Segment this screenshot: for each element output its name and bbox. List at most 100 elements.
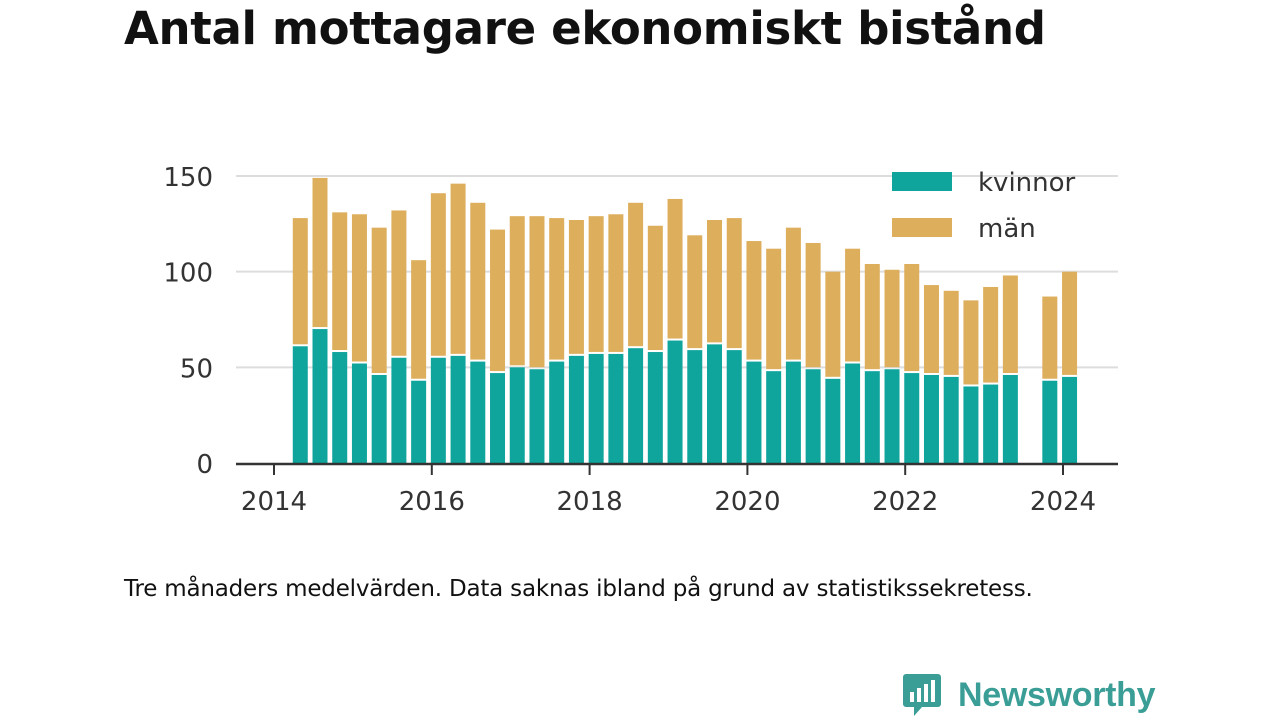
bar-kvinnor-32: [923, 374, 939, 463]
bar-kvinnor-25: [785, 361, 801, 463]
bar-man-15: [588, 216, 604, 352]
bar-man-17: [628, 202, 644, 347]
x-tick-label-2024: 2024: [1030, 487, 1096, 517]
bar-man-23: [746, 241, 762, 360]
x-tick-label-2018: 2018: [557, 487, 623, 517]
bar-man-16: [608, 214, 624, 352]
legend-swatch-man: [892, 218, 952, 237]
bar-man-25: [785, 227, 801, 360]
bar-kvinnor-14: [568, 355, 584, 463]
brand-logo: Newsworthy: [902, 670, 1156, 720]
bar-man-8: [450, 183, 466, 354]
bar-kvinnor-34: [963, 386, 979, 463]
bar-man-33: [943, 290, 959, 375]
bar-man-34: [963, 300, 979, 385]
bar-man-0: [292, 218, 308, 345]
bar-kvinnor-26: [805, 369, 821, 463]
bar-kvinnor-20: [687, 350, 703, 463]
bar-man-5: [391, 210, 407, 356]
bar-man-39: [1062, 271, 1078, 375]
bar-kvinnor-2: [332, 352, 348, 463]
bar-man-1: [312, 177, 328, 328]
bar-kvinnor-24: [766, 371, 782, 463]
bar-kvinnor-16: [608, 353, 624, 463]
bar-man-38: [1042, 296, 1058, 379]
bar-kvinnor-8: [450, 355, 466, 463]
bar-man-35: [983, 286, 999, 383]
chart-title: Antal mottagare ekonomiskt bistånd: [124, 2, 1046, 55]
x-tick-label-2022: 2022: [872, 487, 938, 517]
brand-name: Newsworthy: [958, 675, 1156, 714]
y-tick-label-50: 50: [180, 354, 213, 384]
bar-man-3: [351, 214, 367, 362]
bar-kvinnor-36: [1002, 374, 1018, 463]
bar-kvinnor-13: [549, 361, 565, 463]
bar-kvinnor-35: [983, 384, 999, 463]
bar-kvinnor-12: [529, 369, 545, 463]
y-tick-label-150: 150: [163, 163, 213, 193]
bar-man-4: [371, 227, 387, 373]
legend-swatch-kvinnor: [892, 172, 952, 191]
bar-man-19: [667, 198, 683, 339]
legend: kvinnor män: [892, 168, 1076, 244]
bar-man-21: [706, 220, 722, 343]
bar-man-9: [470, 202, 486, 360]
chart-footnote: Tre månaders medelvärden. Data saknas ib…: [124, 576, 1033, 602]
bar-kvinnor-4: [371, 374, 387, 463]
legend-label-man: män: [978, 214, 1036, 244]
bar-man-6: [411, 260, 427, 379]
bar-man-10: [490, 229, 506, 372]
bar-kvinnor-31: [904, 373, 920, 463]
bar-kvinnor-17: [628, 348, 644, 463]
bar-kvinnor-19: [667, 340, 683, 463]
bar-man-18: [647, 225, 663, 351]
bar-man-22: [726, 218, 742, 349]
bar-man-14: [568, 220, 584, 354]
bar-kvinnor-7: [430, 357, 446, 463]
bar-man-27: [825, 271, 841, 377]
legend-label-kvinnor: kvinnor: [978, 168, 1076, 198]
bars: [292, 177, 1078, 463]
axes: 0 50 100 150 2014 2016 2018 2020 2022 2024: [163, 163, 1118, 517]
bar-man-31: [904, 264, 920, 372]
y-tick-label-0: 0: [196, 450, 213, 480]
bar-kvinnor-39: [1062, 376, 1078, 463]
bar-kvinnor-38: [1042, 380, 1058, 463]
bar-kvinnor-3: [351, 363, 367, 463]
bar-man-11: [509, 216, 525, 366]
bar-kvinnor-23: [746, 361, 762, 463]
x-tick-label-2020: 2020: [714, 487, 780, 517]
bar-man-32: [923, 285, 939, 373]
bar-man-2: [332, 212, 348, 351]
bar-kvinnor-22: [726, 350, 742, 463]
bar-man-29: [864, 264, 880, 370]
bar-man-28: [845, 248, 861, 362]
x-tick-label-2014: 2014: [241, 487, 307, 517]
y-tick-label-100: 100: [163, 259, 213, 289]
bar-kvinnor-0: [292, 346, 308, 463]
bar-kvinnor-10: [490, 373, 506, 463]
bar-kvinnor-29: [864, 371, 880, 463]
bar-man-30: [884, 269, 900, 368]
x-tick-label-2016: 2016: [399, 487, 465, 517]
bar-kvinnor-15: [588, 353, 604, 463]
bar-kvinnor-28: [845, 363, 861, 463]
newsworthy-logo-icon: [903, 674, 941, 716]
bar-kvinnor-30: [884, 369, 900, 463]
stacked-bar-chart: 0 50 100 150 2014 2016 2018 2020 2022 2024 kvinno…: [163, 163, 1118, 517]
bar-kvinnor-27: [825, 378, 841, 463]
bar-man-36: [1002, 275, 1018, 373]
bar-kvinnor-33: [943, 376, 959, 463]
bar-man-7: [430, 193, 446, 356]
bar-man-24: [766, 248, 782, 370]
bar-man-12: [529, 216, 545, 368]
bar-kvinnor-6: [411, 380, 427, 463]
bar-kvinnor-21: [706, 344, 722, 463]
bar-man-20: [687, 235, 703, 349]
bar-kvinnor-18: [647, 352, 663, 463]
bar-kvinnor-9: [470, 361, 486, 463]
bar-man-26: [805, 242, 821, 368]
bar-kvinnor-1: [312, 329, 328, 463]
bar-kvinnor-11: [509, 367, 525, 463]
bar-kvinnor-5: [391, 357, 407, 463]
